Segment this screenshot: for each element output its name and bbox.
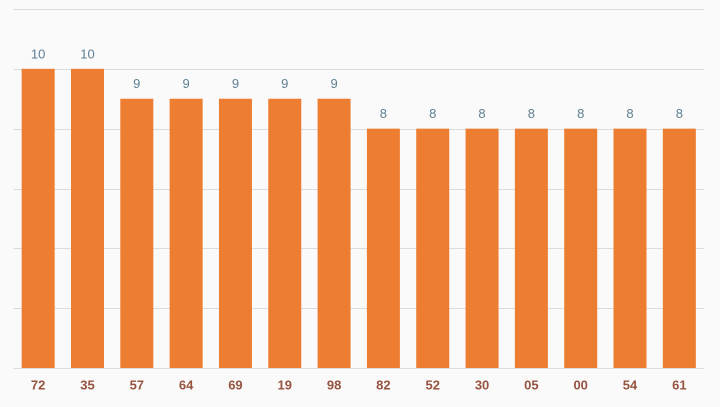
value-label: 8 — [478, 106, 485, 121]
x-tick-label: 30 — [475, 377, 489, 392]
value-label: 8 — [626, 106, 633, 121]
x-tick-label: 69 — [228, 377, 242, 392]
bar — [514, 128, 548, 368]
bar — [70, 68, 104, 368]
value-label: 10 — [80, 46, 94, 61]
value-label: 9 — [330, 76, 337, 91]
bar — [465, 128, 499, 368]
bar — [268, 98, 302, 368]
value-label: 9 — [133, 76, 140, 91]
x-tick-label: 82 — [376, 377, 390, 392]
bar — [169, 98, 203, 368]
value-label: 9 — [281, 76, 288, 91]
value-label: 9 — [232, 76, 239, 91]
x-tick-label: 61 — [672, 377, 686, 392]
x-tick-label: 64 — [179, 377, 194, 392]
x-tick-label: 35 — [80, 377, 94, 392]
bar — [662, 128, 696, 368]
value-label: 8 — [528, 106, 535, 121]
x-tick-label: 72 — [31, 377, 45, 392]
value-label: 8 — [577, 106, 584, 121]
x-tick-label: 00 — [573, 377, 587, 392]
x-tick-label: 54 — [623, 377, 638, 392]
x-tick-label: 05 — [524, 377, 538, 392]
bar — [218, 98, 252, 368]
x-tick-label: 57 — [130, 377, 144, 392]
bar — [613, 128, 647, 368]
x-tick-label: 98 — [327, 377, 341, 392]
bar — [366, 128, 400, 368]
x-tick-label: 19 — [278, 377, 292, 392]
bar — [21, 68, 55, 368]
bar — [317, 98, 351, 368]
value-label: 8 — [429, 106, 436, 121]
value-label: 9 — [183, 76, 190, 91]
bar — [120, 98, 154, 368]
value-label: 10 — [31, 46, 45, 61]
bar — [564, 128, 598, 368]
bar — [416, 128, 450, 368]
value-label: 8 — [380, 106, 387, 121]
value-label: 8 — [676, 106, 683, 121]
x-tick-label: 52 — [425, 377, 439, 392]
